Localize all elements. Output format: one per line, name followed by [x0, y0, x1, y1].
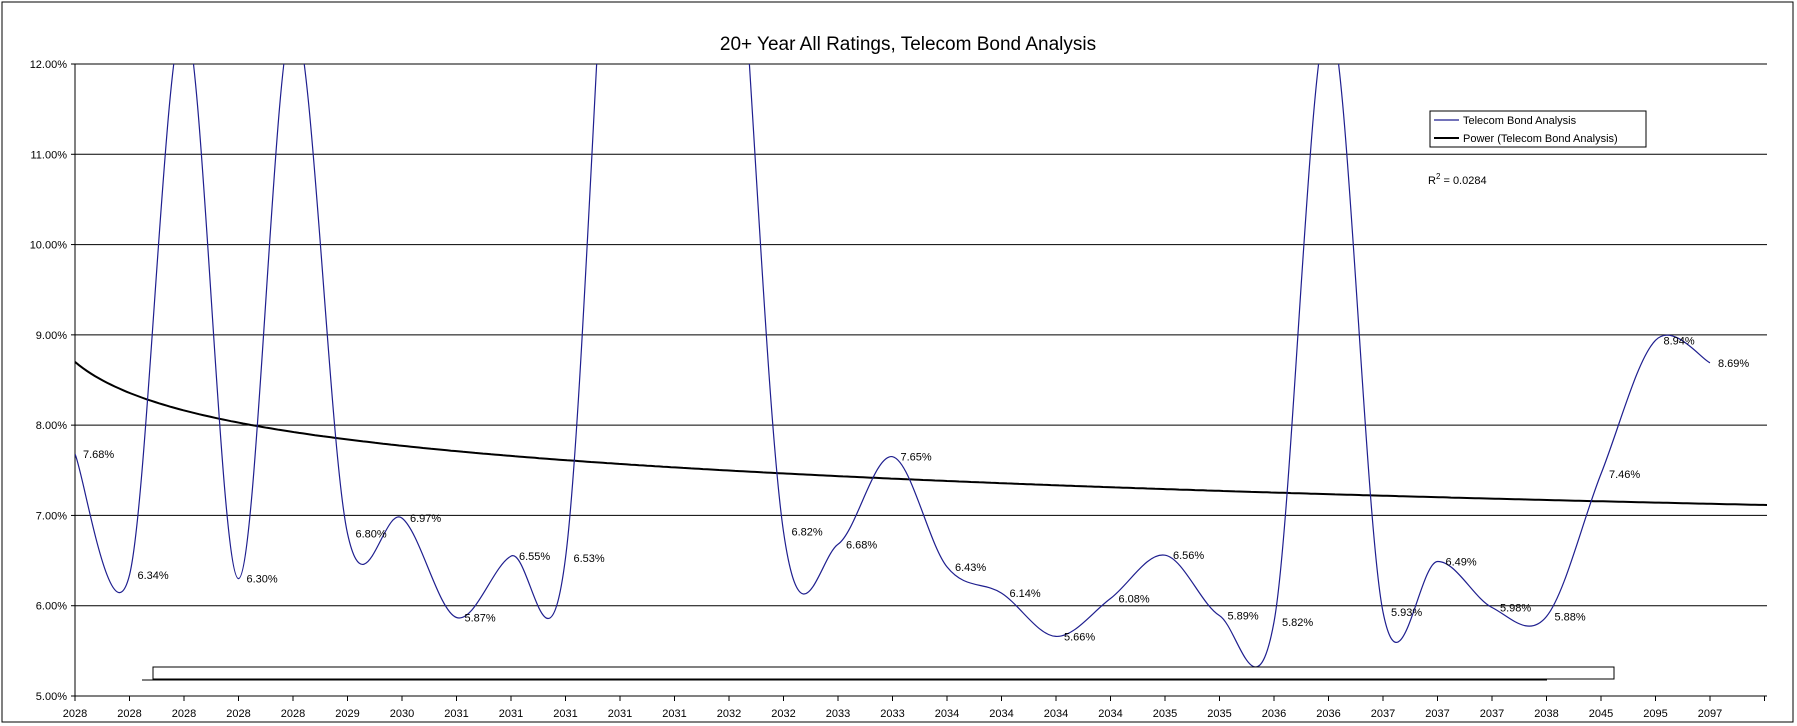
- x-tick-label: 2028: [63, 708, 87, 720]
- axes: 5.00% 6.00% 7.00% 8.00% 9.00% 10.00% 11.00% 12.…: [30, 59, 1767, 720]
- data-label: 7.65%: [901, 452, 932, 464]
- data-label: 8.94%: [1664, 335, 1695, 347]
- r-squared-annotation: R2 = 0.0284: [1428, 172, 1487, 187]
- data-label: 6.53%: [574, 553, 605, 565]
- x-tick-label: 2038: [1534, 708, 1558, 720]
- data-label: 5.82%: [1282, 617, 1313, 629]
- x-tick-label: 2031: [662, 708, 686, 720]
- x-tick-label: 2036: [1262, 708, 1286, 720]
- y-tick-label: 7.00%: [36, 510, 67, 522]
- data-label: 6.08%: [1119, 593, 1150, 605]
- x-tick-label: 2037: [1480, 708, 1504, 720]
- x-tick-label: 2028: [172, 708, 196, 720]
- x-tick-label: 2031: [608, 708, 632, 720]
- data-label: 6.97%: [410, 513, 441, 525]
- data-label: 6.43%: [955, 562, 986, 574]
- x-tick-label: 2033: [880, 708, 904, 720]
- legend: Telecom Bond Analysis Power (Telecom Bon…: [1429, 110, 1647, 148]
- x-tick-label: 2037: [1371, 708, 1395, 720]
- data-label: 6.56%: [1173, 550, 1204, 562]
- x-tick-label: 2034: [1098, 708, 1122, 720]
- gridlines: [75, 63, 1767, 607]
- x-tick-label: 2034: [935, 708, 959, 720]
- x-tick-label: 2033: [826, 708, 850, 720]
- data-labels: 7.68% 6.34% 6.30% 6.80% 6.97% 5.87% 6.55% 6.53%…: [83, 335, 1749, 643]
- x-tick-label: 2095: [1643, 708, 1667, 720]
- chart-title: 20+ Year All Ratings, Telecom Bond Analy…: [720, 34, 1096, 55]
- x-tick-label: 2029: [335, 708, 359, 720]
- x-tick-label: 2034: [1044, 708, 1068, 720]
- y-tick-label: 11.00%: [31, 149, 68, 161]
- legend-label-power: Power (Telecom Bond Analysis): [1463, 133, 1618, 145]
- y-tick-label: 12.00%: [30, 59, 68, 71]
- x-tick-label: 2045: [1589, 708, 1613, 720]
- data-label: 6.82%: [792, 527, 823, 539]
- y-tick-label: 10.00%: [30, 240, 68, 252]
- trendline-layer: [74, 361, 1768, 506]
- data-label: 5.88%: [1555, 612, 1586, 624]
- x-tick-label: 2028: [226, 708, 250, 720]
- data-label: 7.68%: [83, 449, 114, 461]
- x-tick-label: 2031: [444, 708, 468, 720]
- x-tick-label: 2037: [1425, 708, 1449, 720]
- y-tick-label: 5.00%: [36, 691, 67, 703]
- data-label: 8.69%: [1718, 358, 1749, 370]
- legend-box: [1429, 110, 1647, 148]
- x-tick-label: 2032: [717, 708, 741, 720]
- data-label: 5.66%: [1064, 631, 1095, 643]
- data-label: 6.34%: [138, 570, 169, 582]
- data-label: 6.68%: [846, 539, 877, 551]
- x-tick-label: 2036: [1316, 708, 1340, 720]
- data-label: 6.30%: [247, 574, 278, 586]
- x-tick-label: 2030: [390, 708, 414, 720]
- trendline-power: [74, 361, 1768, 506]
- data-label: 5.89%: [1228, 611, 1259, 623]
- data-label: 5.98%: [1500, 603, 1531, 615]
- x-tick-label: 2035: [1207, 708, 1231, 720]
- x-tick-label: 2034: [989, 708, 1013, 720]
- data-label: 7.46%: [1609, 469, 1640, 481]
- y-tick-label: 9.00%: [36, 330, 67, 342]
- y-tick-label: 8.00%: [36, 420, 67, 432]
- series-line-telecom: [75, 64, 1711, 668]
- data-label: 5.87%: [465, 612, 496, 624]
- data-label: 5.93%: [1391, 607, 1422, 619]
- y-tick-label: 6.00%: [36, 601, 67, 613]
- x-tick-label: 2031: [553, 708, 577, 720]
- scrollbar-track[interactable]: [152, 666, 1615, 680]
- x-tick-label: 2097: [1698, 708, 1722, 720]
- x-tick-label: 2032: [771, 708, 795, 720]
- x-tick-label: 2028: [281, 708, 305, 720]
- data-label: 6.14%: [1010, 588, 1041, 600]
- x-tick-label: 2035: [1153, 708, 1177, 720]
- series-layer: [75, 64, 1711, 668]
- x-tick-label: 2028: [117, 708, 141, 720]
- data-label: 6.49%: [1446, 556, 1477, 568]
- legend-label-telecom: Telecom Bond Analysis: [1463, 115, 1577, 127]
- data-label: 6.80%: [356, 528, 387, 540]
- x-tick-label: 2031: [499, 708, 523, 720]
- data-label: 6.55%: [519, 551, 550, 563]
